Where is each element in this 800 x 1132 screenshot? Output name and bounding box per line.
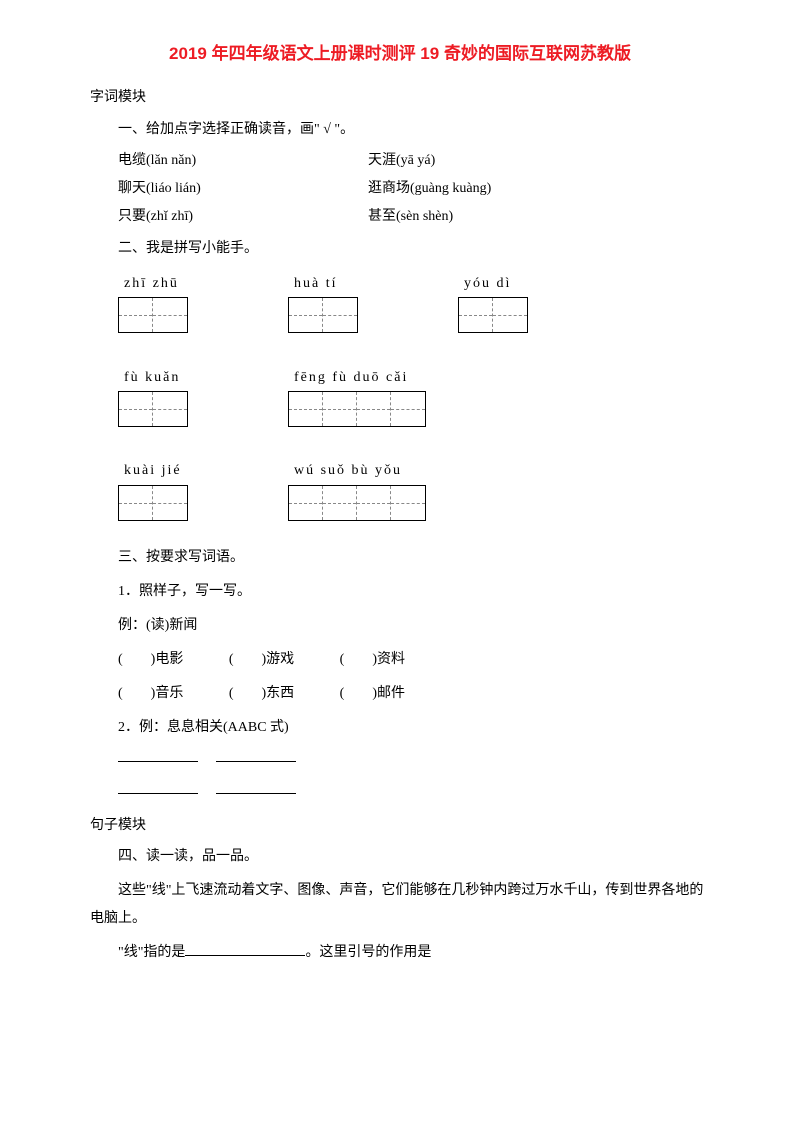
section-juzi: 句子模块 [90,815,710,837]
page-title: 2019 年四年级语文上册课时测评 19 奇妙的国际互联网苏教版 [90,40,710,67]
section-ziCi: 字词模块 [90,87,710,109]
pinyin-text: kuài jié [118,460,188,482]
pinyin-group: fù kuǎn [118,367,188,435]
q1-left: 聊天(liáo lián) [118,178,368,200]
q4-post: 。这里引号的作用是 [305,945,431,960]
q3-row1: ( )电影 ( )游戏 ( )资料 [90,646,710,674]
q3-row2: ( )音乐 ( )东西 ( )邮件 [90,680,710,708]
pinyin-group: wú suǒ bù yǒu [288,460,426,528]
q3-heading: 三、按要求写词语。 [90,544,710,572]
pinyin-row: kuài jié wú suǒ bù yǒu [118,460,710,528]
pinyin-text: zhī zhū [118,273,188,295]
pinyin-text: yóu dì [458,273,528,295]
paren-item: ( )资料 [340,652,405,667]
q4-question: "线"指的是 。这里引号的作用是 [90,939,710,967]
q4-text: 这些"线"上飞速流动着文字、图像、声音，它们能够在几秒钟内跨过万水千山，传到世界… [90,877,710,933]
q1-row: 聊天(liáo lián) 逛商场(guàng kuàng) [118,178,710,200]
blank [216,780,296,794]
pinyin-group: fēng fù duō cǎi [288,367,426,435]
blank-row [118,748,710,770]
pinyin-row: zhī zhū huà tí yóu dì [118,273,710,341]
q1-row: 只要(zhǐ zhī) 甚至(sèn shèn) [118,206,710,228]
q2-heading: 二、我是拼写小能手。 [90,235,710,263]
blank [118,748,198,762]
q1-right: 逛商场(guàng kuàng) [368,178,618,200]
blank [118,780,198,794]
paren-item: ( )邮件 [340,686,405,701]
char-grid [118,297,188,333]
q1-left: 只要(zhǐ zhī) [118,206,368,228]
paren-item: ( )音乐 [118,686,183,701]
pinyin-text: wú suǒ bù yǒu [288,460,426,482]
char-grid [118,391,188,427]
blank-row [118,780,710,802]
blank [216,748,296,762]
paren-item: ( )游戏 [229,652,294,667]
q1-right: 天涯(yā yá) [368,150,618,172]
q1-right: 甚至(sèn shèn) [368,206,618,228]
char-grid [288,297,358,333]
q4-heading: 四、读一读，品一品。 [90,843,710,871]
pinyin-text: fēng fù duō cǎi [288,367,426,389]
pinyin-group: zhī zhū [118,273,188,341]
pinyin-group: kuài jié [118,460,188,528]
q1-row: 电缆(lǎn nǎn) 天涯(yā yá) [118,150,710,172]
pinyin-group: huà tí [288,273,358,341]
char-grid [118,485,188,521]
pinyin-text: huà tí [288,273,358,295]
q3-example: 例：(读)新闻 [90,612,710,640]
blank [185,942,305,956]
q4-pre: "线"指的是 [118,945,185,960]
pinyin-row: fù kuǎn fēng fù duō cǎi [118,367,710,435]
paren-item: ( )东西 [229,686,294,701]
q1-left: 电缆(lǎn nǎn) [118,150,368,172]
q1-heading: 一、给加点字选择正确读音，画" √ "。 [90,116,710,144]
pinyin-text: fù kuǎn [118,367,188,389]
char-grid [288,391,426,427]
q3-1: 1．照样子，写一写。 [90,578,710,606]
char-grid [458,297,528,333]
q3-2: 2．例：息息相关(AABC 式) [90,714,710,742]
pinyin-group: yóu dì [458,273,528,341]
char-grid [288,485,426,521]
paren-item: ( )电影 [118,652,183,667]
